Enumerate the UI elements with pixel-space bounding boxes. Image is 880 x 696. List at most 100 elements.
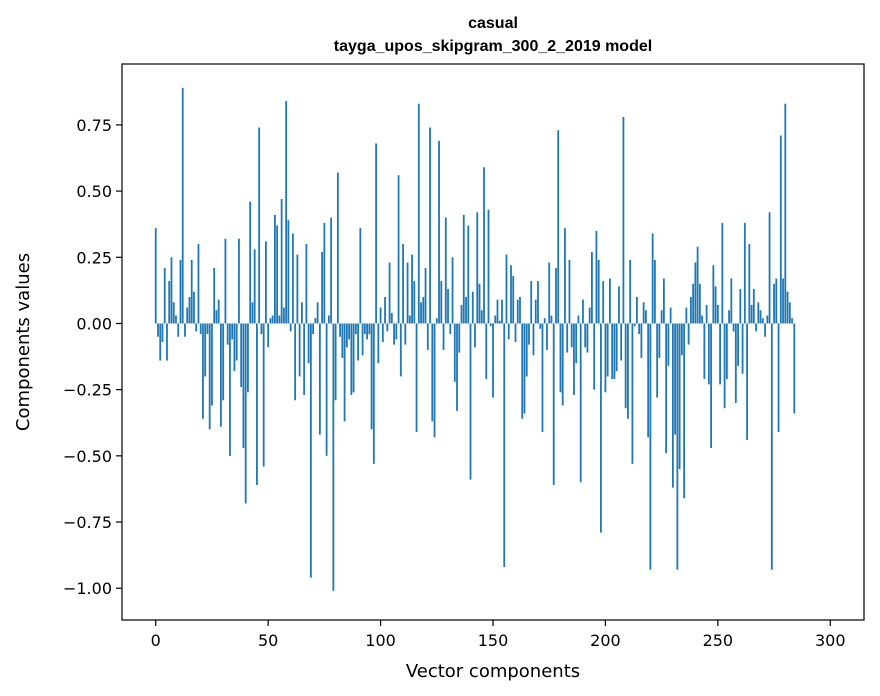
bar-175 — [548, 262, 551, 324]
bar-172 — [541, 323, 544, 433]
bar-163 — [521, 323, 524, 419]
bar-53 — [274, 214, 276, 324]
bar-170 — [537, 281, 539, 324]
bar-280 — [784, 103, 787, 324]
bar-268 — [757, 302, 760, 324]
bar-8 — [172, 302, 175, 324]
bar-122 — [429, 127, 431, 324]
bar-230 — [671, 323, 674, 488]
bar-59 — [287, 220, 290, 324]
bar-40 — [244, 323, 247, 504]
bar-75 — [323, 222, 326, 324]
bar-167 — [530, 281, 533, 324]
bar-166 — [528, 323, 530, 345]
bar-236 — [685, 307, 688, 324]
bar-264 — [748, 244, 751, 324]
bar-226 — [662, 278, 665, 324]
bar-126 — [438, 140, 440, 324]
bar-46 — [258, 127, 261, 324]
bar-277 — [777, 323, 780, 433]
bar-241 — [696, 246, 699, 324]
bar-82 — [339, 323, 341, 337]
bar-14 — [186, 307, 189, 324]
bar-138 — [465, 296, 467, 324]
bar-154 — [501, 299, 503, 324]
bar-68 — [307, 323, 310, 364]
bar-113 — [408, 315, 411, 324]
bar-221 — [651, 233, 654, 324]
bar-239 — [692, 283, 695, 324]
bar-15 — [188, 296, 191, 324]
bar-1 — [157, 323, 159, 337]
bar-265 — [750, 304, 753, 324]
y-tick-label: −0.50 — [63, 447, 112, 466]
bar-26 — [213, 267, 216, 324]
bar-79 — [332, 323, 335, 591]
bar-133 — [453, 323, 456, 382]
x-tick-label: 200 — [590, 631, 621, 650]
bar-19 — [197, 244, 200, 324]
bar-262 — [743, 222, 746, 324]
bar-194 — [591, 251, 593, 324]
bar-267 — [755, 323, 757, 332]
bar-238 — [689, 296, 692, 324]
y-tick-label: 0.75 — [76, 116, 112, 135]
bar-164 — [523, 323, 526, 414]
bar-177 — [552, 323, 555, 485]
bar-278 — [779, 135, 782, 324]
bar-203 — [611, 323, 614, 380]
bar-228 — [667, 323, 670, 366]
bar-209 — [624, 323, 627, 409]
bar-11 — [179, 259, 182, 324]
bar-200 — [604, 323, 607, 393]
bar-281 — [786, 291, 789, 324]
bar-74 — [321, 251, 324, 324]
bar-106 — [393, 323, 395, 345]
bar-235 — [683, 323, 686, 499]
bar-43 — [251, 302, 254, 324]
bar-123 — [431, 323, 434, 422]
bar-39 — [242, 323, 245, 448]
bar-41 — [247, 323, 249, 393]
bar-279 — [782, 278, 784, 324]
bar-220 — [649, 323, 652, 570]
x-tick-label: 250 — [703, 631, 734, 650]
bar-171 — [539, 323, 542, 329]
bar-149 — [489, 323, 492, 327]
bar-224 — [658, 323, 661, 358]
chart-title: casual — [468, 15, 518, 32]
y-tick-label: −0.75 — [63, 513, 112, 532]
bar-83 — [341, 323, 344, 358]
y-axis: −1.00 −0.75 −0.50 −0.25 0.00 0.25 0.50 0.75 — [63, 116, 122, 598]
bar-179 — [557, 130, 560, 324]
bar-112 — [406, 262, 409, 324]
bar-181 — [561, 323, 564, 406]
bar-251 — [719, 323, 721, 385]
bar-136 — [460, 304, 463, 324]
x-tick-label: 0 — [151, 631, 161, 650]
bar-225 — [660, 310, 663, 324]
x-axis-label: Vector components — [406, 661, 580, 682]
bar-271 — [764, 323, 766, 337]
bar-77 — [327, 315, 330, 324]
bar-49 — [265, 241, 267, 324]
bar-142 — [474, 323, 476, 348]
bar-80 — [334, 323, 337, 401]
bar-249 — [714, 286, 717, 324]
bar-240 — [694, 262, 697, 324]
x-tick-label: 50 — [258, 631, 278, 650]
bar-150 — [492, 323, 494, 398]
bar-85 — [345, 323, 348, 348]
bar-206 — [618, 286, 620, 324]
bar-205 — [615, 323, 618, 372]
bar-192 — [586, 323, 589, 353]
bar-107 — [395, 323, 398, 340]
bar-121 — [426, 323, 429, 350]
bar-44 — [253, 249, 256, 324]
y-tick-label: −0.25 — [63, 381, 112, 400]
bar-145 — [480, 310, 483, 324]
bar-45 — [256, 323, 258, 485]
bar-111 — [404, 323, 407, 345]
bar-135 — [458, 323, 461, 353]
bar-201 — [606, 323, 609, 377]
